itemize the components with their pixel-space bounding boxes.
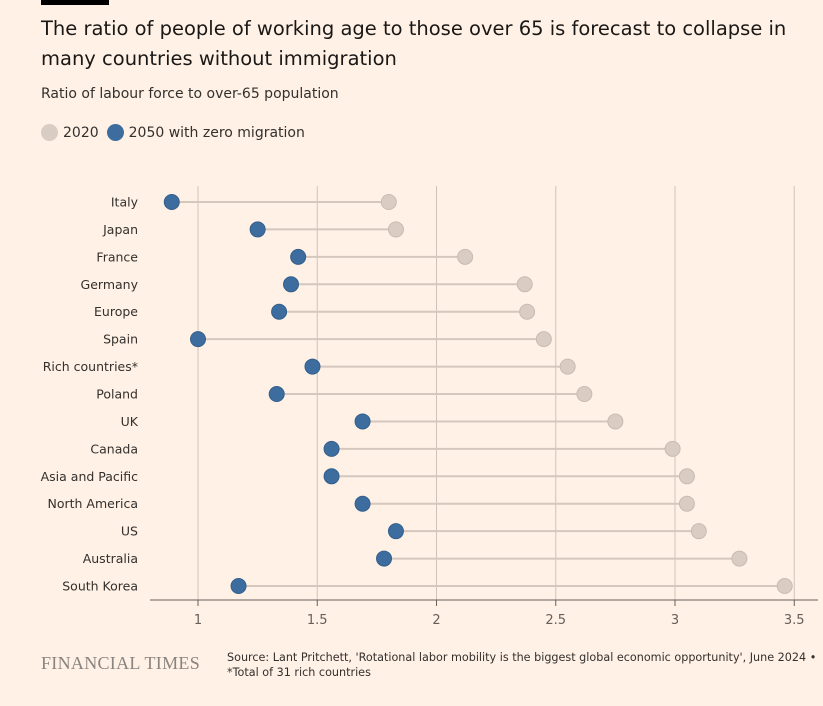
legend-swatch-2020: [41, 124, 58, 141]
dot-2050: [230, 578, 247, 595]
x-tick-label: 2: [432, 613, 440, 628]
source-text: Source: Lant Pritchett, 'Rotational labo…: [227, 651, 817, 664]
dot-2020: [678, 468, 695, 485]
dot-2050: [304, 358, 321, 375]
x-tick-label: 3.5: [784, 613, 805, 628]
dot-2020: [678, 495, 695, 512]
dot-2050: [249, 221, 266, 238]
category-label: Italy: [111, 195, 139, 210]
category-label: Australia: [83, 551, 138, 566]
x-tick-label: 3: [671, 613, 679, 628]
category-label: UK: [121, 414, 139, 429]
ft-logo: FINANCIAL TIMES: [41, 653, 201, 673]
category-label: Rich countries*: [43, 359, 138, 374]
dot-2050: [387, 523, 404, 540]
legend-swatch-2050: [106, 124, 124, 141]
legend-label-2020: 2020: [63, 124, 99, 141]
dot-2020: [559, 358, 576, 375]
dot-2020: [776, 578, 793, 595]
dot-2050: [163, 194, 180, 210]
dot-2020: [380, 194, 397, 210]
dot-2050: [290, 248, 307, 265]
dot-2050: [190, 331, 206, 348]
category-label: Poland: [96, 387, 138, 402]
source-note: Source: Lant Pritchett, 'Rotational labo…: [227, 650, 816, 680]
dot-2020: [731, 550, 748, 567]
dot-2020: [519, 303, 536, 320]
category-label: US: [121, 524, 138, 539]
category-label: Canada: [90, 441, 138, 456]
category-label: Europe: [94, 304, 138, 319]
chart-subtitle: Ratio of labour force to over-65 populat…: [41, 86, 339, 102]
dot-2020: [576, 386, 593, 403]
category-label: Asia and Pacific: [41, 469, 139, 484]
category-label: North America: [48, 496, 139, 511]
legend: 2020 2050 with zero migration: [41, 124, 313, 141]
dot-2050: [271, 303, 288, 320]
ft-top-bar: [41, 0, 109, 5]
category-label: South Korea: [62, 579, 138, 594]
dot-2050: [323, 468, 340, 485]
dot-2050: [354, 413, 371, 430]
dot-2020: [457, 248, 474, 265]
dot-2020: [516, 276, 533, 293]
dot-2020: [535, 331, 552, 348]
dot-2050: [268, 386, 285, 403]
dot-2050: [323, 440, 340, 457]
x-tick-label: 2.5: [545, 613, 566, 628]
dot-2020: [387, 221, 404, 238]
dot-2020: [664, 440, 681, 457]
x-tick-label: 1.5: [307, 613, 328, 628]
footnote: *Total of 31 rich countries: [227, 666, 371, 679]
category-label: France: [96, 249, 138, 264]
category-label: Spain: [103, 332, 138, 347]
dot-2050: [376, 550, 393, 567]
dot-plot: 1 1.5 2 2.5 3 3.5 Italy Japan France Germany Europ…: [41, 186, 818, 628]
dot-2020: [607, 413, 624, 430]
category-label: Germany: [81, 277, 139, 292]
x-tick-label: 1: [194, 613, 202, 628]
legend-label-2050: 2050 with zero migration: [128, 124, 305, 141]
dot-2020: [690, 523, 707, 540]
category-label: Japan: [102, 222, 138, 237]
chart-title: The ratio of people of working age to th…: [41, 17, 787, 70]
dot-2050: [283, 276, 300, 293]
dot-2050: [354, 495, 371, 512]
